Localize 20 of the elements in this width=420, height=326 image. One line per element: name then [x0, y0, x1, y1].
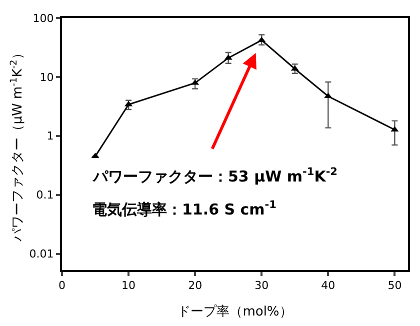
x-tick-label: 30 — [254, 279, 269, 292]
y-tick-label: 100 — [32, 12, 54, 25]
x-axis-title: ドープ率（mol%） — [178, 303, 292, 320]
y-tick-label: 10 — [40, 70, 54, 84]
x-tick-label: 10 — [122, 279, 136, 292]
point — [91, 152, 100, 158]
annotation: パワーファクター：53 µW m$^{-1}$K$^{-2}$ — [92, 166, 338, 186]
point — [324, 92, 332, 98]
x-tick-label: 20 — [188, 279, 202, 292]
x-tick-label: 40 — [321, 279, 336, 292]
point — [290, 65, 299, 71]
y-tick-label: 0.01 — [29, 248, 54, 261]
x-tick-label: 0 — [58, 279, 66, 292]
point — [224, 54, 232, 60]
annotation: 電気伝導率：11.6 S cm$^{-1}$ — [92, 199, 276, 218]
y-tick-label: 0.1 — [36, 188, 54, 202]
x-tick-label: 50 — [388, 279, 402, 292]
y-tick-label: 1 — [46, 130, 54, 143]
point — [191, 79, 200, 85]
point — [390, 126, 399, 132]
